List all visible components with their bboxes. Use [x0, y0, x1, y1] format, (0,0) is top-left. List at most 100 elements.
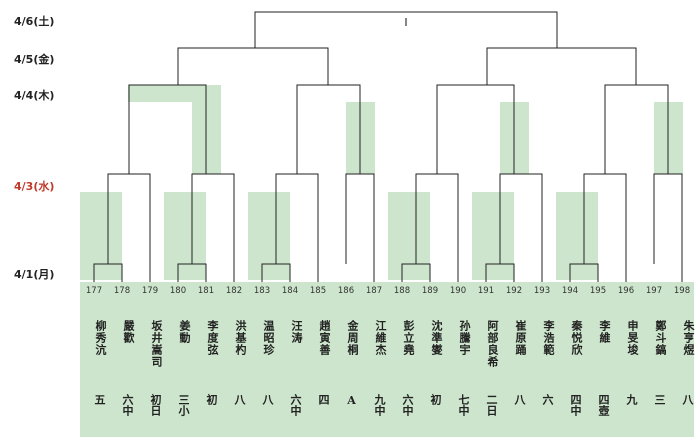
winner-highlight	[80, 192, 122, 280]
player-number: 196	[617, 286, 635, 296]
player-column: 194 秦悦欣 四中	[556, 282, 584, 437]
player-number: 190	[449, 286, 467, 296]
player-rank: A	[345, 394, 358, 407]
player-rank: 三	[653, 394, 666, 405]
player-column: 187 江維杰九中	[360, 282, 388, 437]
player-name: 汪涛	[290, 320, 303, 344]
final-match-label: I	[404, 16, 408, 29]
player-rank: 四壺	[597, 394, 610, 416]
player-name: 嚴歡	[122, 320, 135, 344]
player-name: 柳秀沆	[94, 320, 107, 356]
player-column: 191 阿部良希 二日	[472, 282, 500, 437]
player-number: 181	[197, 286, 215, 296]
semifinal-bracket	[486, 47, 637, 85]
round3-bracket	[436, 84, 515, 174]
player-panel: 177 柳秀沆五 178 嚴歡 六中 179 坂井嵩司 初日 180 姜動 三小 181 李度弦初 182…	[80, 282, 696, 437]
player-column: 197 鄭斗鎬三	[640, 282, 668, 437]
player-rank: 二日	[485, 394, 498, 416]
player-rank: 八	[513, 394, 526, 405]
date-label-4-3: 4/3(水)	[14, 180, 55, 193]
player-rank: 九中	[373, 394, 386, 416]
player-number: 186	[337, 286, 355, 296]
player-number: 188	[393, 286, 411, 296]
player-rank: 七中	[457, 394, 470, 416]
player-name: 趙寅善	[318, 320, 331, 356]
player-number: 180	[169, 286, 187, 296]
player-column: 192 崔原踊八	[500, 282, 528, 437]
player-rank: 五	[93, 394, 106, 405]
date-label-4-1: 4/1(月)	[14, 268, 55, 281]
player-rank: 六中	[401, 394, 414, 416]
player-column: 186 金周桐 A	[332, 282, 360, 437]
player-name: 江維杰	[374, 320, 387, 356]
player-rank: 六中	[121, 394, 134, 416]
player-column: 178 嚴歡 六中	[108, 282, 136, 437]
player-number: 197	[645, 286, 663, 296]
player-number: 193	[533, 286, 551, 296]
player-rank: 四中	[569, 394, 582, 416]
player-column: 198 朱亨煜八	[668, 282, 696, 437]
player-number: 179	[141, 286, 159, 296]
player-name: 姜動	[178, 320, 191, 344]
player-name: 崔原踊	[514, 320, 527, 356]
player-number: 183	[253, 286, 271, 296]
player-column: 181 李度弦初	[192, 282, 220, 437]
player-column: 193 李浩範六	[528, 282, 556, 437]
player-name: 李浩範	[542, 320, 555, 356]
winner-highlight	[388, 192, 430, 280]
player-rank: 初	[205, 394, 218, 405]
player-number: 189	[421, 286, 439, 296]
player-column: 179 坂井嵩司初日	[136, 282, 164, 437]
date-label-4-4: 4/4(木)	[14, 89, 55, 102]
player-rank: 六中	[289, 394, 302, 416]
player-column: 196 申旻埈九	[612, 282, 640, 437]
player-rank: 初	[429, 394, 442, 405]
round2-bracket	[191, 173, 235, 282]
semifinal-bracket	[177, 47, 329, 85]
player-column: 195 李維四壺	[584, 282, 612, 437]
player-rank: 九	[625, 394, 638, 405]
player-rank: 三小	[177, 394, 190, 416]
player-rank: 八	[681, 394, 694, 405]
player-rank: 六	[541, 394, 554, 405]
player-name: 洪基杓	[234, 320, 247, 356]
player-number: 187	[365, 286, 383, 296]
winner-highlight	[248, 192, 290, 280]
date-label-4-6: 4/6(土)	[14, 15, 55, 28]
player-column: 189 沈準燮初	[416, 282, 444, 437]
player-number: 198	[673, 286, 691, 296]
player-rank: 四	[317, 394, 330, 405]
player-name: 沈準燮	[430, 320, 443, 356]
round3-bracket	[128, 84, 207, 174]
winner-highlight	[556, 192, 598, 280]
player-column: 183 温昭珍八	[248, 282, 276, 437]
player-rank: 初日	[149, 394, 162, 416]
round2-bracket	[345, 173, 375, 282]
player-name: 温昭珍	[262, 320, 275, 356]
player-number: 185	[309, 286, 327, 296]
player-number: 195	[589, 286, 607, 296]
player-column: 190 孙騰宇七中	[444, 282, 472, 437]
player-name: 朱亨煜	[682, 320, 695, 356]
player-name: 彭立堯	[402, 320, 415, 356]
player-number: 182	[225, 286, 243, 296]
winner-highlight	[128, 85, 221, 102]
player-column: 180 姜動三小	[164, 282, 192, 437]
player-column: 177 柳秀沆五	[80, 282, 108, 437]
player-column: 188 彭立堯六中	[388, 282, 416, 437]
winner-highlight	[164, 192, 206, 280]
player-column: 184 汪涛 六中	[276, 282, 304, 437]
player-column: 182 洪基杓八	[220, 282, 248, 437]
player-column: 185 趙寅善四	[304, 282, 332, 437]
player-name: 坂井嵩司	[150, 320, 163, 368]
player-name: 李維	[598, 320, 611, 344]
winner-highlight	[472, 192, 514, 280]
player-name: 孙騰宇	[458, 320, 471, 356]
player-name: 申旻埈	[626, 320, 639, 356]
player-name: 李度弦	[206, 320, 219, 356]
player-number: 192	[505, 286, 523, 296]
player-name: 金周桐	[346, 320, 359, 356]
date-label-4-5: 4/5(金)	[14, 53, 55, 66]
player-name: 阿部良希	[486, 320, 499, 368]
